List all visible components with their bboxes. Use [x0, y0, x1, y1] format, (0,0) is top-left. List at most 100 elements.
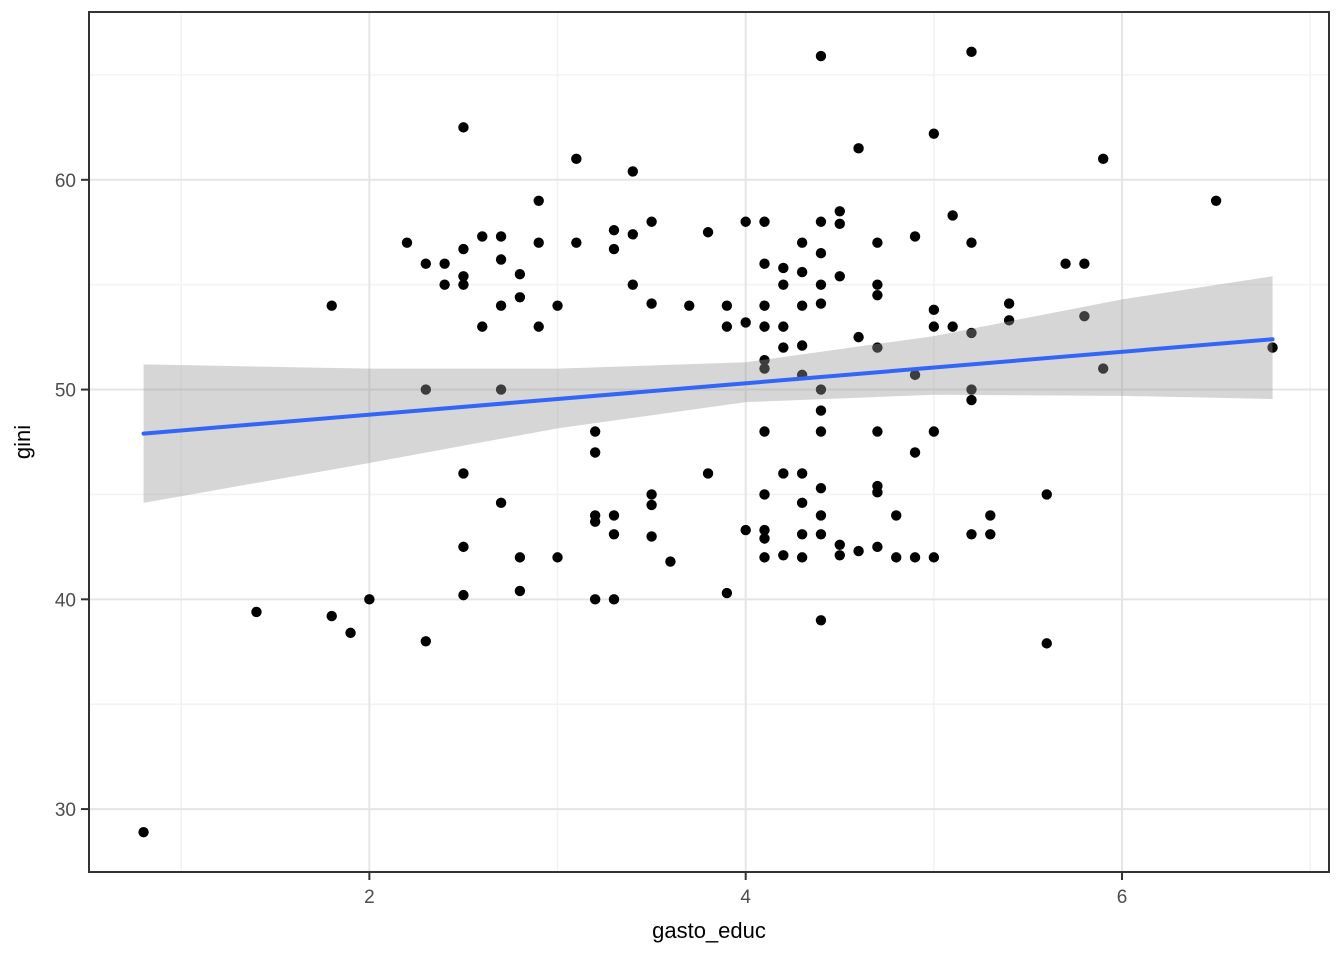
- y-tick-label: 40: [55, 590, 76, 611]
- data-point: [815, 384, 827, 395]
- data-point: [364, 594, 375, 605]
- data-point: [853, 545, 864, 557]
- data-point: [928, 426, 940, 437]
- data-point: [1003, 315, 1015, 326]
- data-point: [401, 237, 413, 248]
- data-point: [928, 128, 940, 139]
- data-point: [1079, 258, 1090, 269]
- data-point: [759, 321, 770, 332]
- data-point: [627, 279, 638, 290]
- data-point: [759, 354, 770, 366]
- data-point: [759, 552, 770, 563]
- data-point: [1041, 489, 1052, 500]
- data-point: [778, 262, 789, 274]
- data-point: [702, 227, 714, 238]
- data-point: [985, 510, 996, 521]
- data-point: [495, 254, 507, 265]
- data-point: [458, 468, 469, 479]
- panel-border: [88, 11, 1330, 873]
- data-point: [608, 224, 620, 236]
- data-point: [326, 300, 337, 311]
- data-point: [533, 237, 544, 248]
- data-point: [514, 292, 526, 303]
- data-point: [815, 248, 827, 259]
- data-point: [589, 594, 601, 605]
- data-point: [740, 216, 751, 227]
- data-point: [1210, 195, 1222, 206]
- data-point: [589, 426, 601, 437]
- data-point: [552, 300, 563, 311]
- data-point: [778, 279, 789, 290]
- data-point: [1041, 638, 1052, 649]
- data-point: [1098, 153, 1109, 165]
- data-point: [684, 300, 695, 311]
- data-point: [702, 468, 714, 479]
- data-point: [571, 237, 582, 248]
- data-point: [759, 533, 770, 544]
- data-point: [796, 497, 808, 509]
- data-point: [928, 304, 940, 316]
- data-point: [834, 550, 845, 561]
- x-axis-title: gasto_educ: [652, 918, 766, 943]
- data-point: [495, 384, 507, 395]
- data-point: [815, 298, 827, 309]
- y-tick-label: 30: [55, 800, 76, 821]
- regression-line-layer: [141, 337, 1275, 436]
- data-point: [985, 529, 996, 540]
- data-point: [420, 636, 432, 647]
- data-point: [627, 229, 638, 240]
- data-point: [815, 615, 827, 626]
- data-point: [909, 552, 921, 563]
- data-point: [721, 300, 733, 311]
- data-point: [834, 271, 845, 282]
- data-point: [834, 206, 845, 217]
- data-point: [796, 266, 808, 278]
- data-point: [495, 497, 507, 509]
- data-point: [646, 298, 657, 309]
- y-axis-title: gini: [10, 425, 35, 459]
- data-point: [778, 321, 789, 332]
- data-point: [1003, 298, 1015, 309]
- data-point: [947, 210, 958, 221]
- data-point: [138, 826, 149, 838]
- data-point: [458, 589, 469, 601]
- data-point: [796, 468, 808, 479]
- data-point: [646, 489, 657, 500]
- data-point: [796, 552, 808, 563]
- data-point: [740, 524, 751, 536]
- data-point: [458, 243, 469, 255]
- axis-tick-labels-layer: 2 4 6 30 40 50 60: [55, 171, 1127, 908]
- data-point: [1267, 342, 1278, 353]
- data-point: [778, 342, 789, 353]
- data-point: [646, 499, 657, 511]
- data-point: [815, 216, 827, 227]
- data-point: [627, 166, 638, 177]
- data-point: [759, 363, 770, 374]
- data-point: [439, 279, 450, 290]
- data-point: [608, 529, 620, 540]
- data-point: [646, 531, 657, 542]
- data-point: [759, 216, 770, 227]
- data-point: [834, 218, 845, 230]
- data-point: [815, 279, 827, 290]
- data-point: [420, 384, 432, 395]
- data-point: [778, 550, 789, 561]
- data-point: [759, 489, 770, 500]
- data-point: [514, 552, 526, 563]
- data-point: [891, 510, 902, 521]
- data-point: [589, 447, 601, 458]
- data-point: [608, 594, 620, 605]
- data-point: [966, 237, 977, 248]
- data-point: [815, 482, 827, 494]
- data-point: [477, 321, 488, 332]
- data-point: [495, 300, 507, 311]
- data-point: [589, 516, 601, 527]
- data-point: [872, 237, 883, 248]
- data-point: [477, 231, 488, 242]
- data-point: [759, 426, 770, 437]
- data-point: [966, 46, 977, 58]
- data-point: [815, 529, 827, 540]
- data-point: [439, 258, 450, 269]
